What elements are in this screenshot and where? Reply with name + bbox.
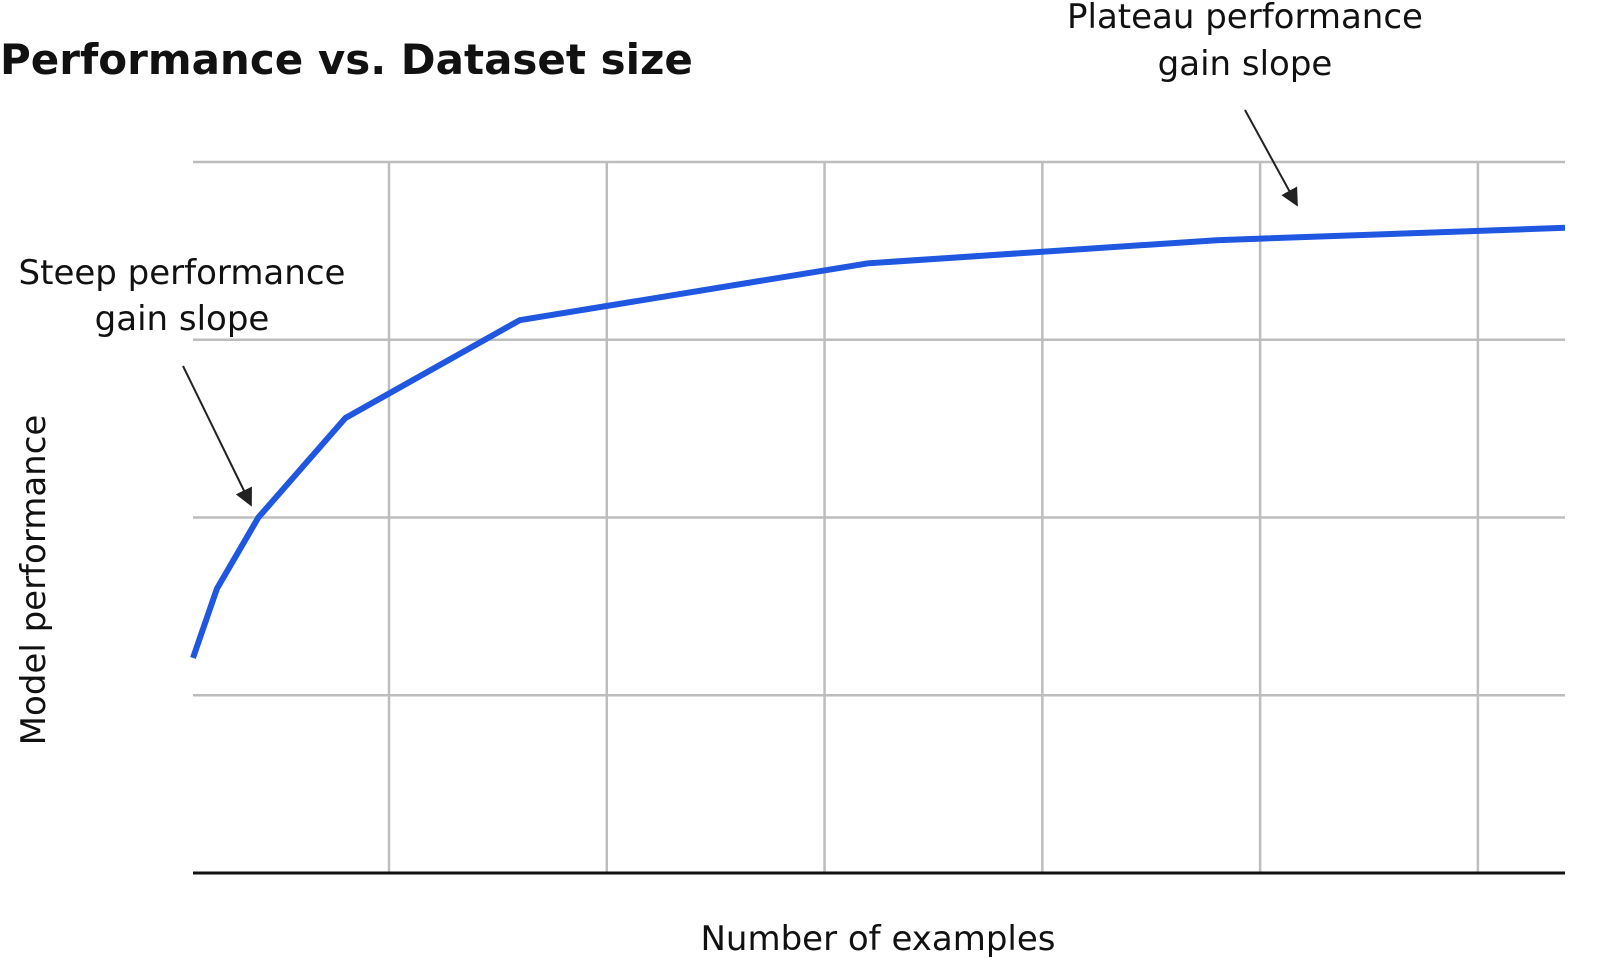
- annotation-text: gain slope: [1158, 44, 1333, 84]
- annotation-text: gain slope: [95, 299, 270, 339]
- line: [190, 224, 1566, 659]
- annotation-arrow: [182, 365, 252, 507]
- annotation-text: Steep performance: [19, 253, 346, 293]
- chart-title: Performance vs. Dataset size: [0, 35, 693, 84]
- x-axis-label: Number of examples: [700, 919, 1055, 959]
- annotation: Steep performance gain slope: [19, 253, 346, 507]
- annotation-text: Plateau performance: [1067, 0, 1423, 37]
- grid: [193, 160, 1565, 875]
- annotation-arrow: [1244, 109, 1298, 207]
- y-axis-label: Model performance: [14, 415, 54, 746]
- annotation: Plateau performance gain slope: [1067, 0, 1423, 207]
